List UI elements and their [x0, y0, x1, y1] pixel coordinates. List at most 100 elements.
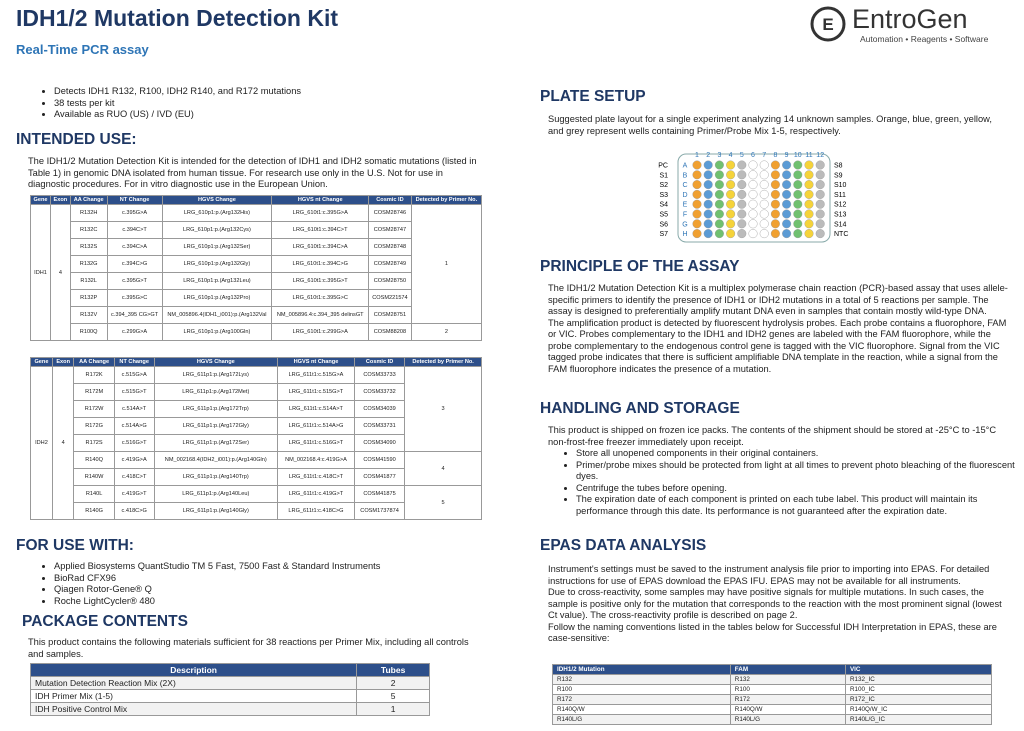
header-cell: HGVS nt Change [276, 357, 355, 367]
list-item: Detects IDH1 R132, R100, IDH2 R140, and … [54, 86, 301, 98]
table-cell: LRG_611p1:p.(Arg172Trp) [153, 400, 278, 418]
table-box: IDH1/2 Mutation FAM VIC R132 R132 R132_IC R100… [552, 664, 993, 725]
well [782, 219, 792, 229]
well [804, 219, 814, 229]
table-cell: IDH Primer Mix (1-5) [29, 689, 358, 703]
well [804, 229, 814, 239]
paragraph: The IDH1/2 Mutation Detection Kit is a m… [548, 283, 1008, 316]
table-cell: 5 [404, 485, 482, 520]
table-row: R140Q c.419G>A NM_002168.4(IDH2_i001):p.(A… [31, 451, 482, 486]
paragraph: The IDH1/2 Mutation Detection Kit is int… [28, 156, 477, 189]
well [815, 209, 825, 219]
table-cell: NM_002168.4:c.419G>A [276, 451, 355, 469]
table-cell: R132C [69, 221, 108, 239]
logo: E EntroGen Automation • Reagents • Softw… [808, 4, 1013, 44]
row-label: A [683, 163, 688, 170]
table-cell: 1 [410, 204, 483, 324]
table-cell: LRG_611t1:c.418C>G [276, 502, 355, 520]
header-cell: AA Change [73, 357, 115, 367]
table-cell: 4 [51, 366, 75, 520]
well [703, 180, 713, 190]
table-row: R132P c.395G>C LRG_610p1:p.(Arg132Pro) LRG_… [31, 289, 482, 307]
table-cell: LRG_611t1:c.418C>T [276, 468, 355, 486]
sample-label: S5 [659, 212, 668, 219]
table-cell: R132G [69, 255, 108, 273]
header-cell: HGVS Change [153, 357, 278, 367]
row-label: B [683, 172, 688, 179]
table-row: IDH1 4 R132H c.395G>A LRG_610p1:p.(Arg132His… [29, 204, 483, 341]
table-row: R100Q c.299G>A LRG_610p1:p.(Arg100Gln) LRG_… [31, 323, 483, 341]
table-cell: R140G [73, 502, 115, 520]
column-label: 10 [794, 152, 802, 159]
header-cell: Detected by Primer No. [410, 195, 483, 205]
table-cell: c.419G>T [113, 485, 155, 503]
header-cell: Exon [50, 195, 71, 205]
well [793, 219, 803, 229]
well [692, 209, 702, 219]
table-cell: c.394_395 CG>GT [106, 306, 163, 324]
well [737, 209, 747, 219]
well [770, 209, 780, 219]
well [804, 160, 814, 170]
table-cell: R172S [73, 434, 115, 452]
table-cell: R172G [73, 417, 115, 435]
sample-label: S14 [834, 221, 847, 228]
table-cell: c.395G>T [106, 272, 163, 290]
list-item: Primer/probe mixes should be protected f… [576, 460, 1016, 483]
table-cell: IDH2 [30, 366, 53, 520]
sample-label: S3 [659, 192, 668, 199]
table-cell: R172W [73, 400, 115, 418]
well [759, 170, 769, 180]
sample-label: S12 [834, 202, 847, 209]
table-cell: NM_005896.4(IDH1_i001):p.(Arg132Val [161, 306, 273, 324]
section-heading: PACKAGE CONTENTS [22, 613, 188, 630]
column-label: 8 [773, 152, 777, 159]
table-cell: R172 [729, 694, 846, 705]
well [703, 229, 713, 239]
table-cell: 2 [356, 676, 430, 690]
table-cell: LRG_610p1:p.(Arg132His) [161, 204, 273, 222]
well [793, 180, 803, 190]
table-row: R132V c.394_395 CG>GT NM_005896.4(IDH1_i00… [31, 306, 482, 324]
column-label: 1 [695, 152, 699, 159]
well [714, 219, 724, 229]
well [815, 219, 825, 229]
well [748, 189, 758, 199]
section-heading: INTENDED USE: [16, 131, 137, 148]
header-row: IDH1/2 Mutation FAM VIC [552, 664, 993, 675]
table-row: R132L c.395G>T LRG_610p1:p.(Arg132Leu) LRG_… [31, 272, 482, 290]
table-cell: LRG_611t1:c.514A>G [276, 417, 355, 435]
table-cell: LRG_611p1:p.(Arg172Ser) [153, 434, 278, 452]
table-cell: c.299G>A [106, 323, 163, 341]
well [748, 219, 758, 229]
table-box: Description Tubes Mutation Detection React… [29, 663, 430, 716]
well [726, 180, 736, 190]
paragraph: The amplification product is detected by… [548, 317, 1007, 374]
table-row: R100 R100 R100_IC [552, 684, 993, 695]
table-cell: c.515G>A [113, 366, 155, 384]
header-cell: Cosmic ID [368, 195, 412, 205]
table-box: Gene Exon AA Change NT Change HGVS Change HGV… [29, 195, 483, 341]
table-cell: COSM41590 [353, 451, 406, 469]
header-row: Gene Exon AA Change NT Change HGVS Change HGV… [30, 357, 482, 367]
column-label: 11 [805, 152, 812, 159]
well [782, 170, 792, 180]
logo-name: EntroGen [852, 4, 968, 34]
well [782, 199, 792, 209]
table-cell: LRG_610p1:p.(Arg132Leu) [161, 272, 273, 290]
header-cell: Gene [30, 357, 53, 367]
table-cell: LRG_611p1:p.(Arg172Lys) [153, 366, 278, 384]
table-cell: R100 [552, 684, 731, 695]
list-item: Roche LightCycler® 480 [54, 596, 380, 608]
well [692, 180, 702, 190]
header-cell: Exon [51, 357, 75, 367]
well [770, 199, 780, 209]
table-cell: COSM28748 [368, 238, 412, 256]
column-label: 3 [717, 152, 721, 159]
table-cell: R132H [69, 204, 108, 222]
well [714, 199, 724, 209]
table-cell: LRG_611t1:c.419G>T [276, 485, 355, 503]
well [759, 229, 769, 239]
well [692, 219, 702, 229]
